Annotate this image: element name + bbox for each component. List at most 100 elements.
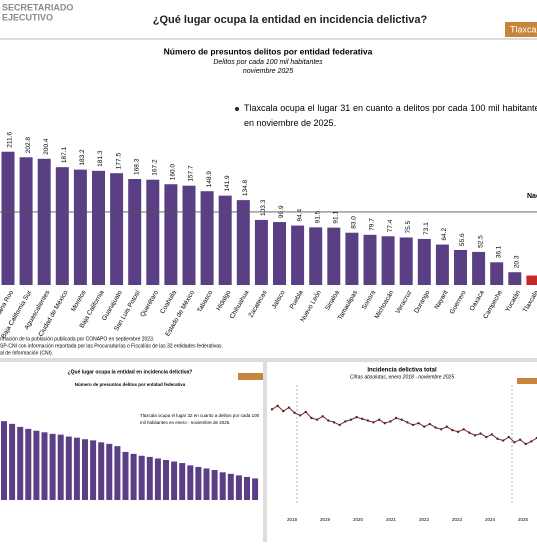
value-label: 202.8 <box>25 137 32 154</box>
bar <box>472 251 486 285</box>
point <box>287 406 291 409</box>
value-label: 73.1 <box>423 222 430 235</box>
point <box>270 408 274 411</box>
point <box>462 428 465 431</box>
point <box>530 440 533 443</box>
value-label: 20.3 <box>514 255 521 268</box>
point <box>310 416 313 420</box>
value-label: 91.5 <box>314 210 321 223</box>
bar <box>55 167 69 285</box>
tab <box>238 373 263 380</box>
bar <box>57 434 64 500</box>
bullet-dot <box>235 107 239 111</box>
tab-label: Tlaxcala <box>510 24 537 34</box>
bar <box>138 455 145 500</box>
value-label: 75.5 <box>405 220 412 233</box>
x-tick-label: 2019 <box>320 517 331 522</box>
footnotes: rmación de la población publicada por CO… <box>0 336 223 356</box>
point <box>423 425 426 428</box>
point <box>411 423 415 427</box>
point <box>406 421 409 424</box>
point <box>501 439 505 442</box>
x-tick-label: 2018 <box>287 517 298 522</box>
point <box>298 414 302 417</box>
footnote: al de Información (CNI). <box>0 350 53 356</box>
bar <box>49 433 56 500</box>
chart-period: noviembre 2025 <box>243 68 293 75</box>
point <box>518 438 522 441</box>
bar <box>146 179 160 285</box>
bar <box>211 470 218 500</box>
point <box>377 418 381 421</box>
value-label: 83.0 <box>351 216 358 229</box>
bar <box>171 461 178 500</box>
x-tick-label: 2021 <box>386 517 397 522</box>
point <box>490 433 494 436</box>
bar <box>73 437 80 500</box>
bar <box>187 465 194 500</box>
value-label: 148.9 <box>206 171 213 188</box>
x-tick-label: 2023 <box>452 517 463 522</box>
point <box>513 441 516 444</box>
bar <box>381 236 395 285</box>
value-label: 177.5 <box>115 153 122 170</box>
bar <box>37 158 51 285</box>
line-title: Incidencia delictiva total <box>367 368 437 374</box>
value-label: 103.3 <box>260 199 267 216</box>
value-label: 77.4 <box>387 219 394 232</box>
point <box>479 432 482 435</box>
value-label: 141.9 <box>224 175 231 192</box>
point <box>439 428 443 431</box>
bar <box>65 436 72 500</box>
bar <box>454 249 467 285</box>
bar <box>273 222 286 285</box>
point <box>400 418 403 421</box>
logo: SECRETARIADO <box>2 2 73 12</box>
point <box>434 426 437 429</box>
bar <box>254 219 268 285</box>
bar <box>417 238 431 285</box>
value-label: 94.4 <box>296 209 303 222</box>
value-label: 55.6 <box>459 233 466 246</box>
bar <box>17 426 24 500</box>
bar <box>235 475 242 500</box>
bar <box>195 466 202 500</box>
bar <box>164 184 178 285</box>
x-tick-label: 2020 <box>353 517 364 522</box>
bar <box>90 440 97 500</box>
point <box>456 430 460 434</box>
point <box>473 434 477 437</box>
bar <box>114 446 121 500</box>
bar <box>236 200 250 285</box>
point <box>451 428 454 432</box>
value-label: 183.2 <box>79 149 86 166</box>
bar <box>526 275 537 285</box>
point <box>507 435 511 439</box>
value-label: 157.7 <box>188 165 195 182</box>
separator <box>0 358 537 362</box>
small-bullet: Tlaxcala ocupa el lugar 32 en cuanto a d… <box>140 413 260 425</box>
bar <box>146 456 153 500</box>
bar <box>218 195 232 285</box>
point <box>321 415 324 418</box>
value-label: 200.4 <box>43 138 50 155</box>
point <box>383 422 386 425</box>
bar <box>154 458 161 500</box>
bar <box>227 473 234 500</box>
tab <box>517 378 537 384</box>
bullet-box: Tlaxcala ocupa el lugar 31 en cuanto a d… <box>244 103 537 128</box>
footnote: SP-CNI con información reportada por las… <box>0 343 223 349</box>
tab <box>505 22 537 37</box>
point <box>349 418 353 421</box>
point <box>332 421 336 424</box>
line-subtitle: Cifras absolutas, enero 2018 - noviembre… <box>350 374 454 380</box>
bar <box>508 272 522 285</box>
small-chart-title: Número de presuntos delitos por entidad … <box>75 382 186 387</box>
bar <box>92 170 105 285</box>
bar <box>110 173 124 285</box>
value-label: 168.3 <box>133 158 140 175</box>
point <box>327 419 330 422</box>
bar <box>200 191 214 285</box>
point <box>394 416 398 420</box>
